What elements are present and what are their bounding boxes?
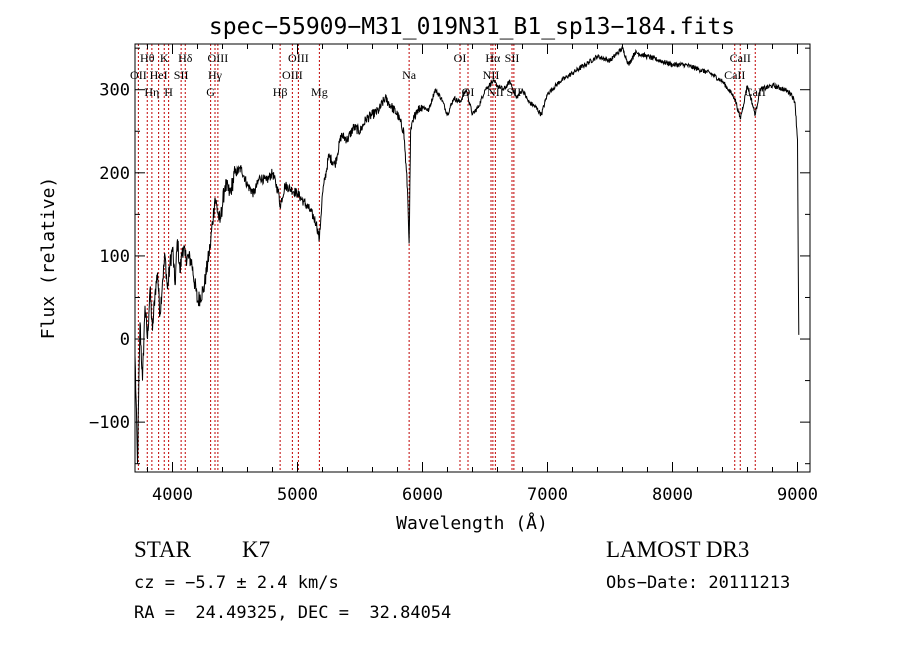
line-marker-label-3: OIII xyxy=(208,51,229,65)
line-marker-label-5: HeI xyxy=(150,68,168,82)
line-marker-label-9: H xyxy=(164,85,173,99)
y-tick-label-4: 300 xyxy=(99,81,130,101)
line-marker-label-10: G xyxy=(206,85,215,99)
object-class: STAR xyxy=(134,537,191,562)
survey-name: LAMOST DR3 xyxy=(606,537,750,562)
axes: 4000 5000 6000 7000 8000 9000 −100 0 100 200 300 xyxy=(89,43,818,505)
line-marker-label-8: Hη xyxy=(144,85,159,99)
y-tick-label-2: 100 xyxy=(99,247,130,267)
observation-date: Obs−Date: 20111213 xyxy=(606,573,791,593)
line-marker-label-7: Hγ xyxy=(208,68,223,82)
x-tick-label-4: 8000 xyxy=(652,485,693,505)
line-marker-label-20: NII xyxy=(487,85,504,99)
line-marker-lines xyxy=(137,44,756,472)
spectrum-series xyxy=(134,46,800,464)
line-marker-labels: Hθ K Hδ OIII OII HeI SII Hγ Hη H G OIII OIII Hβ Mg Na OI… xyxy=(130,51,766,99)
y-axis-label: Flux (relative) xyxy=(38,177,59,340)
y-tick-label-0: −100 xyxy=(89,413,130,433)
line-marker-label-12: OIII xyxy=(282,68,303,82)
spectrum-line-0 xyxy=(134,46,800,464)
x-tick-label-0: 4000 xyxy=(152,485,193,505)
y-tick-label-3: 200 xyxy=(99,164,130,184)
x-tick-label-2: 6000 xyxy=(402,485,443,505)
plot-frame xyxy=(134,43,811,473)
sky-coordinates: RA = 24.49325, DEC = 32.84054 xyxy=(134,603,452,623)
line-marker-label-1: K xyxy=(160,51,169,65)
line-marker-label-0: Hθ xyxy=(140,51,155,65)
x-tick-label-3: 7000 xyxy=(527,485,568,505)
x-tick-label-1: 5000 xyxy=(277,485,318,505)
line-marker-label-6: SII xyxy=(174,68,189,82)
line-marker-label-2: Hδ xyxy=(178,51,193,65)
object-subclass: K7 xyxy=(242,537,271,562)
line-marker-label-23: CaII xyxy=(730,51,751,65)
line-marker-label-18: Hα xyxy=(485,51,501,65)
line-marker-label-17: OI xyxy=(462,85,475,99)
line-marker-label-19: NII xyxy=(483,68,500,82)
line-marker-label-11: OIII xyxy=(288,51,309,65)
line-marker-label-16: OI xyxy=(454,51,467,65)
redshift-velocity: cz = −5.7 ± 2.4 km/s xyxy=(134,573,339,593)
chart-title: spec−55909−M31_019N31_B1_sp13−184.fits xyxy=(209,14,735,40)
line-marker-label-4: OII xyxy=(130,68,147,82)
y-tick-label-1: 0 xyxy=(120,330,130,350)
line-marker-label-21: SII xyxy=(505,51,520,65)
line-marker-label-13: Hβ xyxy=(273,85,288,99)
x-tick-label-5: 9000 xyxy=(777,485,818,505)
x-axis-label: Wavelength (Å) xyxy=(396,512,548,534)
line-marker-label-14: Mg xyxy=(311,85,328,99)
line-marker-label-15: Na xyxy=(402,68,417,82)
line-marker-label-24: CaII xyxy=(724,68,745,82)
